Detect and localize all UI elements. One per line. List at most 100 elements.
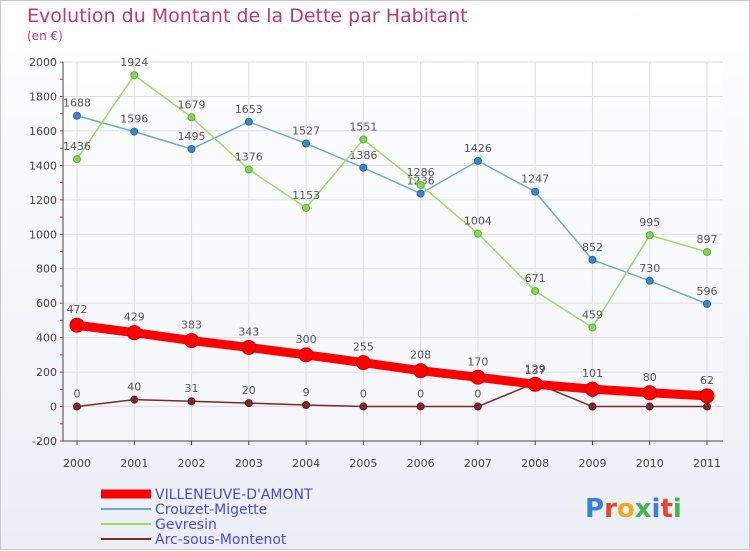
data-label-3: 0 — [417, 388, 424, 401]
data-label-1: 1596 — [120, 113, 148, 126]
series-point-3 — [302, 400, 311, 409]
data-label-3: 137 — [525, 364, 546, 377]
series-point-1 — [73, 111, 81, 120]
series-point-2 — [130, 71, 139, 80]
series-point-0 — [699, 388, 715, 404]
series-point-1 — [244, 117, 253, 126]
data-label-3: 0 — [74, 388, 81, 401]
series-point-0 — [355, 355, 371, 371]
series-point-0 — [527, 376, 543, 392]
data-label-2: 1679 — [178, 98, 206, 111]
data-label-0: 101 — [582, 367, 603, 380]
data-label-2: 459 — [582, 308, 603, 321]
x-tick-label: 2002 — [178, 457, 206, 470]
series-point-1 — [703, 299, 711, 308]
data-label-0: 62 — [700, 374, 714, 387]
series-point-2 — [187, 113, 196, 122]
data-label-2: 1436 — [63, 140, 91, 153]
series-point-2 — [588, 323, 597, 332]
y-tick-label: 400 — [36, 332, 57, 345]
series-line-3 — [76, 382, 708, 408]
data-label-0: 129 — [525, 362, 546, 375]
series-point-1 — [645, 276, 654, 285]
data-label-3: 20 — [242, 384, 256, 397]
series-point-2 — [73, 155, 81, 164]
chart-subtitle: (en €) — [27, 29, 63, 43]
data-label-2: 897 — [697, 233, 718, 246]
data-label-1: 596 — [697, 285, 718, 298]
y-tick-label: 1800 — [29, 90, 57, 103]
data-label-2: 671 — [525, 272, 546, 285]
series-point-3 — [359, 402, 368, 411]
series-point-3 — [703, 402, 711, 411]
data-label-0: 208 — [410, 349, 431, 362]
x-tick-label: 2003 — [235, 457, 263, 470]
series-line-1 — [76, 114, 708, 305]
brand-logo: Proxiti — [585, 494, 682, 524]
y-tick-label: 2000 — [29, 56, 57, 69]
series-point-2 — [416, 181, 425, 190]
x-tick-label: 2011 — [693, 457, 721, 470]
legend-entry: Crouzet-Migette — [155, 502, 267, 518]
data-label-3: 40 — [127, 381, 141, 394]
series-point-0 — [642, 385, 658, 401]
x-tick-label: 2005 — [349, 457, 377, 470]
legend-entry: VILLENEUVE-D'AMONT — [155, 487, 313, 503]
data-label-2: 995 — [639, 216, 660, 229]
data-label-0: 255 — [353, 341, 374, 354]
data-label-1: 1495 — [178, 130, 206, 143]
series-point-1 — [130, 127, 139, 136]
data-label-0: 80 — [643, 371, 657, 384]
data-label-0: 170 — [467, 355, 488, 368]
data-label-2: 1004 — [464, 215, 492, 228]
data-label-2: 1551 — [349, 120, 377, 133]
series-point-2 — [244, 165, 253, 174]
series-point-0 — [584, 381, 600, 397]
series-point-0 — [184, 333, 200, 349]
data-label-0: 343 — [238, 325, 259, 338]
series-line-0 — [72, 320, 712, 401]
data-label-0: 383 — [181, 319, 202, 332]
series-point-3 — [473, 402, 482, 411]
series-point-1 — [187, 144, 196, 153]
legend-entry: Gevresin — [155, 517, 217, 533]
series-point-3 — [130, 395, 139, 404]
series-point-2 — [473, 229, 482, 238]
series-point-1 — [302, 139, 311, 148]
series-point-0 — [298, 347, 314, 363]
series-point-0 — [413, 363, 429, 379]
series-point-1 — [359, 163, 368, 172]
data-label-1: 1688 — [63, 97, 91, 110]
x-tick-label: 2009 — [578, 457, 606, 470]
data-label-0: 429 — [124, 311, 145, 324]
x-tick-label: 2010 — [636, 457, 664, 470]
series-point-1 — [531, 187, 540, 196]
data-label-3: 0 — [360, 388, 367, 401]
data-label-2: 1153 — [292, 189, 320, 202]
series-point-3 — [187, 397, 196, 406]
x-tick-label: 2008 — [521, 457, 549, 470]
y-tick-label: 1600 — [29, 125, 57, 138]
data-label-1: 730 — [639, 262, 660, 275]
series-point-3 — [244, 399, 253, 408]
data-label-3: 9 — [303, 386, 310, 399]
series-point-3 — [645, 402, 654, 411]
x-tick-label: 2001 — [120, 457, 148, 470]
data-label-1: 1247 — [521, 173, 549, 186]
y-tick-label: 0 — [50, 401, 57, 414]
series-point-1 — [416, 189, 425, 198]
data-label-2: 1286 — [407, 166, 435, 179]
series-point-0 — [69, 317, 85, 333]
series-point-2 — [302, 203, 311, 212]
y-tick-label: 800 — [36, 263, 57, 276]
plot-area — [63, 62, 723, 441]
series-point-3 — [588, 402, 597, 411]
series-point-3 — [73, 402, 81, 411]
y-tick-label: -200 — [32, 435, 57, 448]
data-label-1: 1426 — [464, 142, 492, 155]
series-point-0 — [126, 325, 142, 341]
y-tick-label: 600 — [36, 297, 57, 310]
y-tick-label: 1400 — [29, 159, 57, 172]
data-label-2: 1924 — [120, 56, 148, 69]
